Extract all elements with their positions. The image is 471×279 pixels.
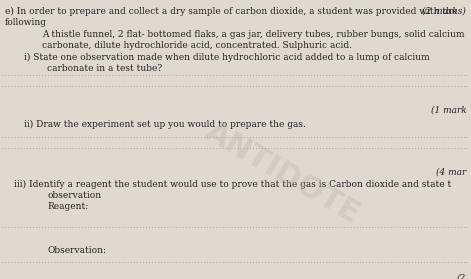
Text: (2 marks): (2 marks): [422, 7, 466, 16]
Text: (2: (2: [457, 274, 466, 279]
Text: observation: observation: [47, 191, 101, 200]
Text: (1 mark: (1 mark: [430, 106, 466, 115]
Text: i) State one observation made when dilute hydrochloric acid added to a lump of c: i) State one observation made when dilut…: [24, 52, 429, 62]
Text: ANTIDOTE: ANTIDOTE: [200, 117, 365, 229]
Text: carbonate in a test tube?: carbonate in a test tube?: [47, 64, 162, 73]
Text: ii) Draw the experiment set up you would to prepare the gas.: ii) Draw the experiment set up you would…: [24, 120, 305, 129]
Text: carbonate, dilute hydrochloride acid, concentrated. Sulphuric acid.: carbonate, dilute hydrochloride acid, co…: [42, 41, 352, 50]
Text: e) In order to prepare and collect a dry sample of carbon dioxide, a student was: e) In order to prepare and collect a dry…: [5, 7, 457, 16]
Text: Reagent:: Reagent:: [47, 202, 89, 211]
Text: A thistle funnel, 2 flat- bottomed flaks, a gas jar, delivery tubes, rubber bung: A thistle funnel, 2 flat- bottomed flaks…: [42, 30, 465, 39]
Text: iii) Identify a reagent the student would use to prove that the gas is Carbon di: iii) Identify a reagent the student woul…: [14, 180, 451, 189]
Text: (4 mar: (4 mar: [436, 167, 466, 176]
Text: following: following: [5, 18, 47, 27]
Text: Observation:: Observation:: [47, 246, 106, 254]
